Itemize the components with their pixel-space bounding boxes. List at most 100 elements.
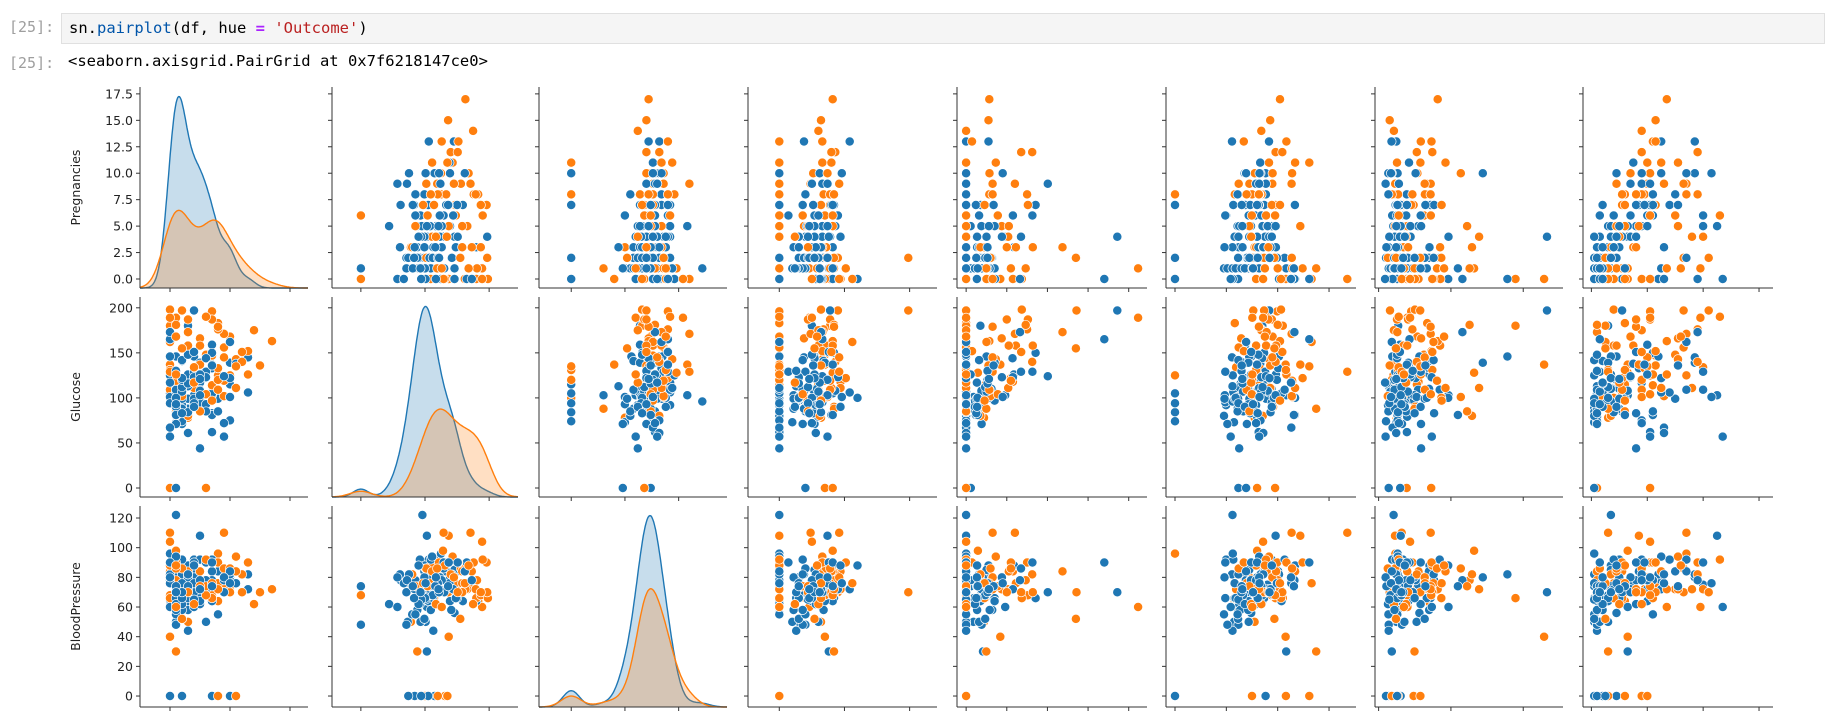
scatter-point	[443, 200, 454, 210]
scatter-point	[1236, 360, 1247, 371]
scatter-point	[656, 157, 667, 168]
scatter-point	[617, 419, 628, 429]
scatter-point	[1611, 560, 1622, 571]
scatter-point	[1659, 578, 1669, 589]
scatter-point	[1435, 242, 1446, 253]
scatter-point	[1386, 566, 1397, 577]
scatter-point	[1258, 536, 1269, 547]
scatter-point	[1395, 483, 1406, 493]
scatter-point	[1443, 231, 1454, 242]
scatter-point	[468, 599, 479, 610]
scatter-point	[171, 587, 181, 598]
scatter-point	[632, 231, 643, 242]
scatter-point	[961, 369, 972, 380]
scatter-point	[1687, 584, 1697, 595]
scatter-point	[1415, 136, 1426, 147]
scatter-point	[1009, 527, 1020, 538]
panel-1-3	[744, 297, 937, 501]
scatter-point	[1001, 314, 1012, 325]
scatter-point	[1605, 510, 1616, 520]
scatter-point	[662, 347, 673, 357]
scatter-point	[1009, 178, 1020, 189]
scatter-point	[1457, 327, 1468, 338]
scatter-point	[409, 252, 420, 263]
scatter-point	[415, 587, 426, 598]
scatter-point	[465, 527, 476, 538]
scatter-point	[647, 168, 658, 179]
scatter-point	[1297, 263, 1308, 274]
scatter-point	[961, 231, 972, 242]
scatter-point	[413, 231, 424, 242]
scatter-point	[660, 263, 671, 274]
scatter-point	[1416, 419, 1426, 429]
scatter-point	[1170, 416, 1180, 427]
scatter-point	[1288, 410, 1299, 420]
scatter-point	[1469, 367, 1480, 378]
scatter-point	[1269, 343, 1280, 354]
scatter-point	[1267, 168, 1278, 179]
scatter-point	[1251, 418, 1262, 429]
scatter-point	[1589, 613, 1600, 624]
kde-line-1	[139, 209, 308, 289]
scatter-point	[1592, 691, 1602, 701]
y-tick-label: 15.0	[105, 113, 133, 128]
scatter-point	[165, 431, 175, 442]
scatter-point	[774, 210, 785, 221]
scatter-point	[1415, 305, 1426, 316]
scatter-point	[1675, 560, 1686, 571]
scatter-point	[1232, 189, 1243, 200]
scatter-point	[1225, 274, 1236, 284]
scatter-point	[1440, 157, 1451, 168]
scatter-point	[628, 384, 639, 395]
scatter-point	[641, 242, 652, 253]
scatter-point	[829, 646, 839, 657]
scatter-point	[1381, 416, 1391, 427]
scatter-point	[987, 527, 998, 538]
scatter-point	[961, 312, 972, 323]
scatter-point	[267, 584, 277, 595]
scatter-point	[566, 388, 577, 399]
scatter-point	[1455, 168, 1466, 179]
scatter-point	[1415, 157, 1426, 168]
kde-fill-1	[140, 210, 308, 288]
scatter-point	[1015, 575, 1025, 586]
scatter-point	[207, 360, 217, 371]
scatter-point	[997, 578, 1008, 589]
scatter-point	[617, 483, 628, 493]
scatter-point	[1625, 210, 1636, 221]
scatter-point	[903, 305, 914, 316]
scatter-point	[1381, 242, 1392, 253]
scatter-point	[1425, 210, 1436, 221]
scatter-point	[1022, 189, 1033, 200]
scatter-point	[1001, 587, 1012, 598]
scatter-point	[1269, 613, 1280, 624]
scatter-point	[1611, 401, 1622, 412]
scatter-point	[449, 263, 460, 274]
scatter-point	[1070, 252, 1081, 263]
scatter-point	[1452, 581, 1463, 592]
panel-1-1	[328, 297, 519, 501]
scatter-point	[384, 599, 395, 610]
scatter-point	[1042, 178, 1053, 189]
scatter-point	[1636, 178, 1647, 189]
scatter-point	[1133, 602, 1144, 612]
scatter-point	[1388, 125, 1399, 136]
scatter-point	[840, 263, 851, 274]
scatter-point	[1407, 324, 1418, 335]
scatter-point	[643, 221, 654, 232]
scatter-point	[477, 536, 488, 547]
scatter-point	[1399, 560, 1410, 571]
code-input[interactable]: sn.pairplot(df, hue = 'Outcome')	[61, 13, 1825, 44]
scatter-point	[652, 431, 663, 442]
scatter-point	[423, 136, 434, 147]
scatter-point	[641, 115, 652, 126]
scatter-point	[1270, 530, 1281, 541]
scatter-point	[789, 263, 800, 274]
scatter-point	[1404, 157, 1414, 168]
scatter-point	[609, 359, 620, 370]
scatter-point	[1692, 147, 1703, 158]
scatter-point	[243, 387, 253, 398]
y-tick-label: 80	[117, 570, 133, 585]
scatter-point	[1384, 360, 1395, 371]
scatter-point	[996, 333, 1007, 344]
